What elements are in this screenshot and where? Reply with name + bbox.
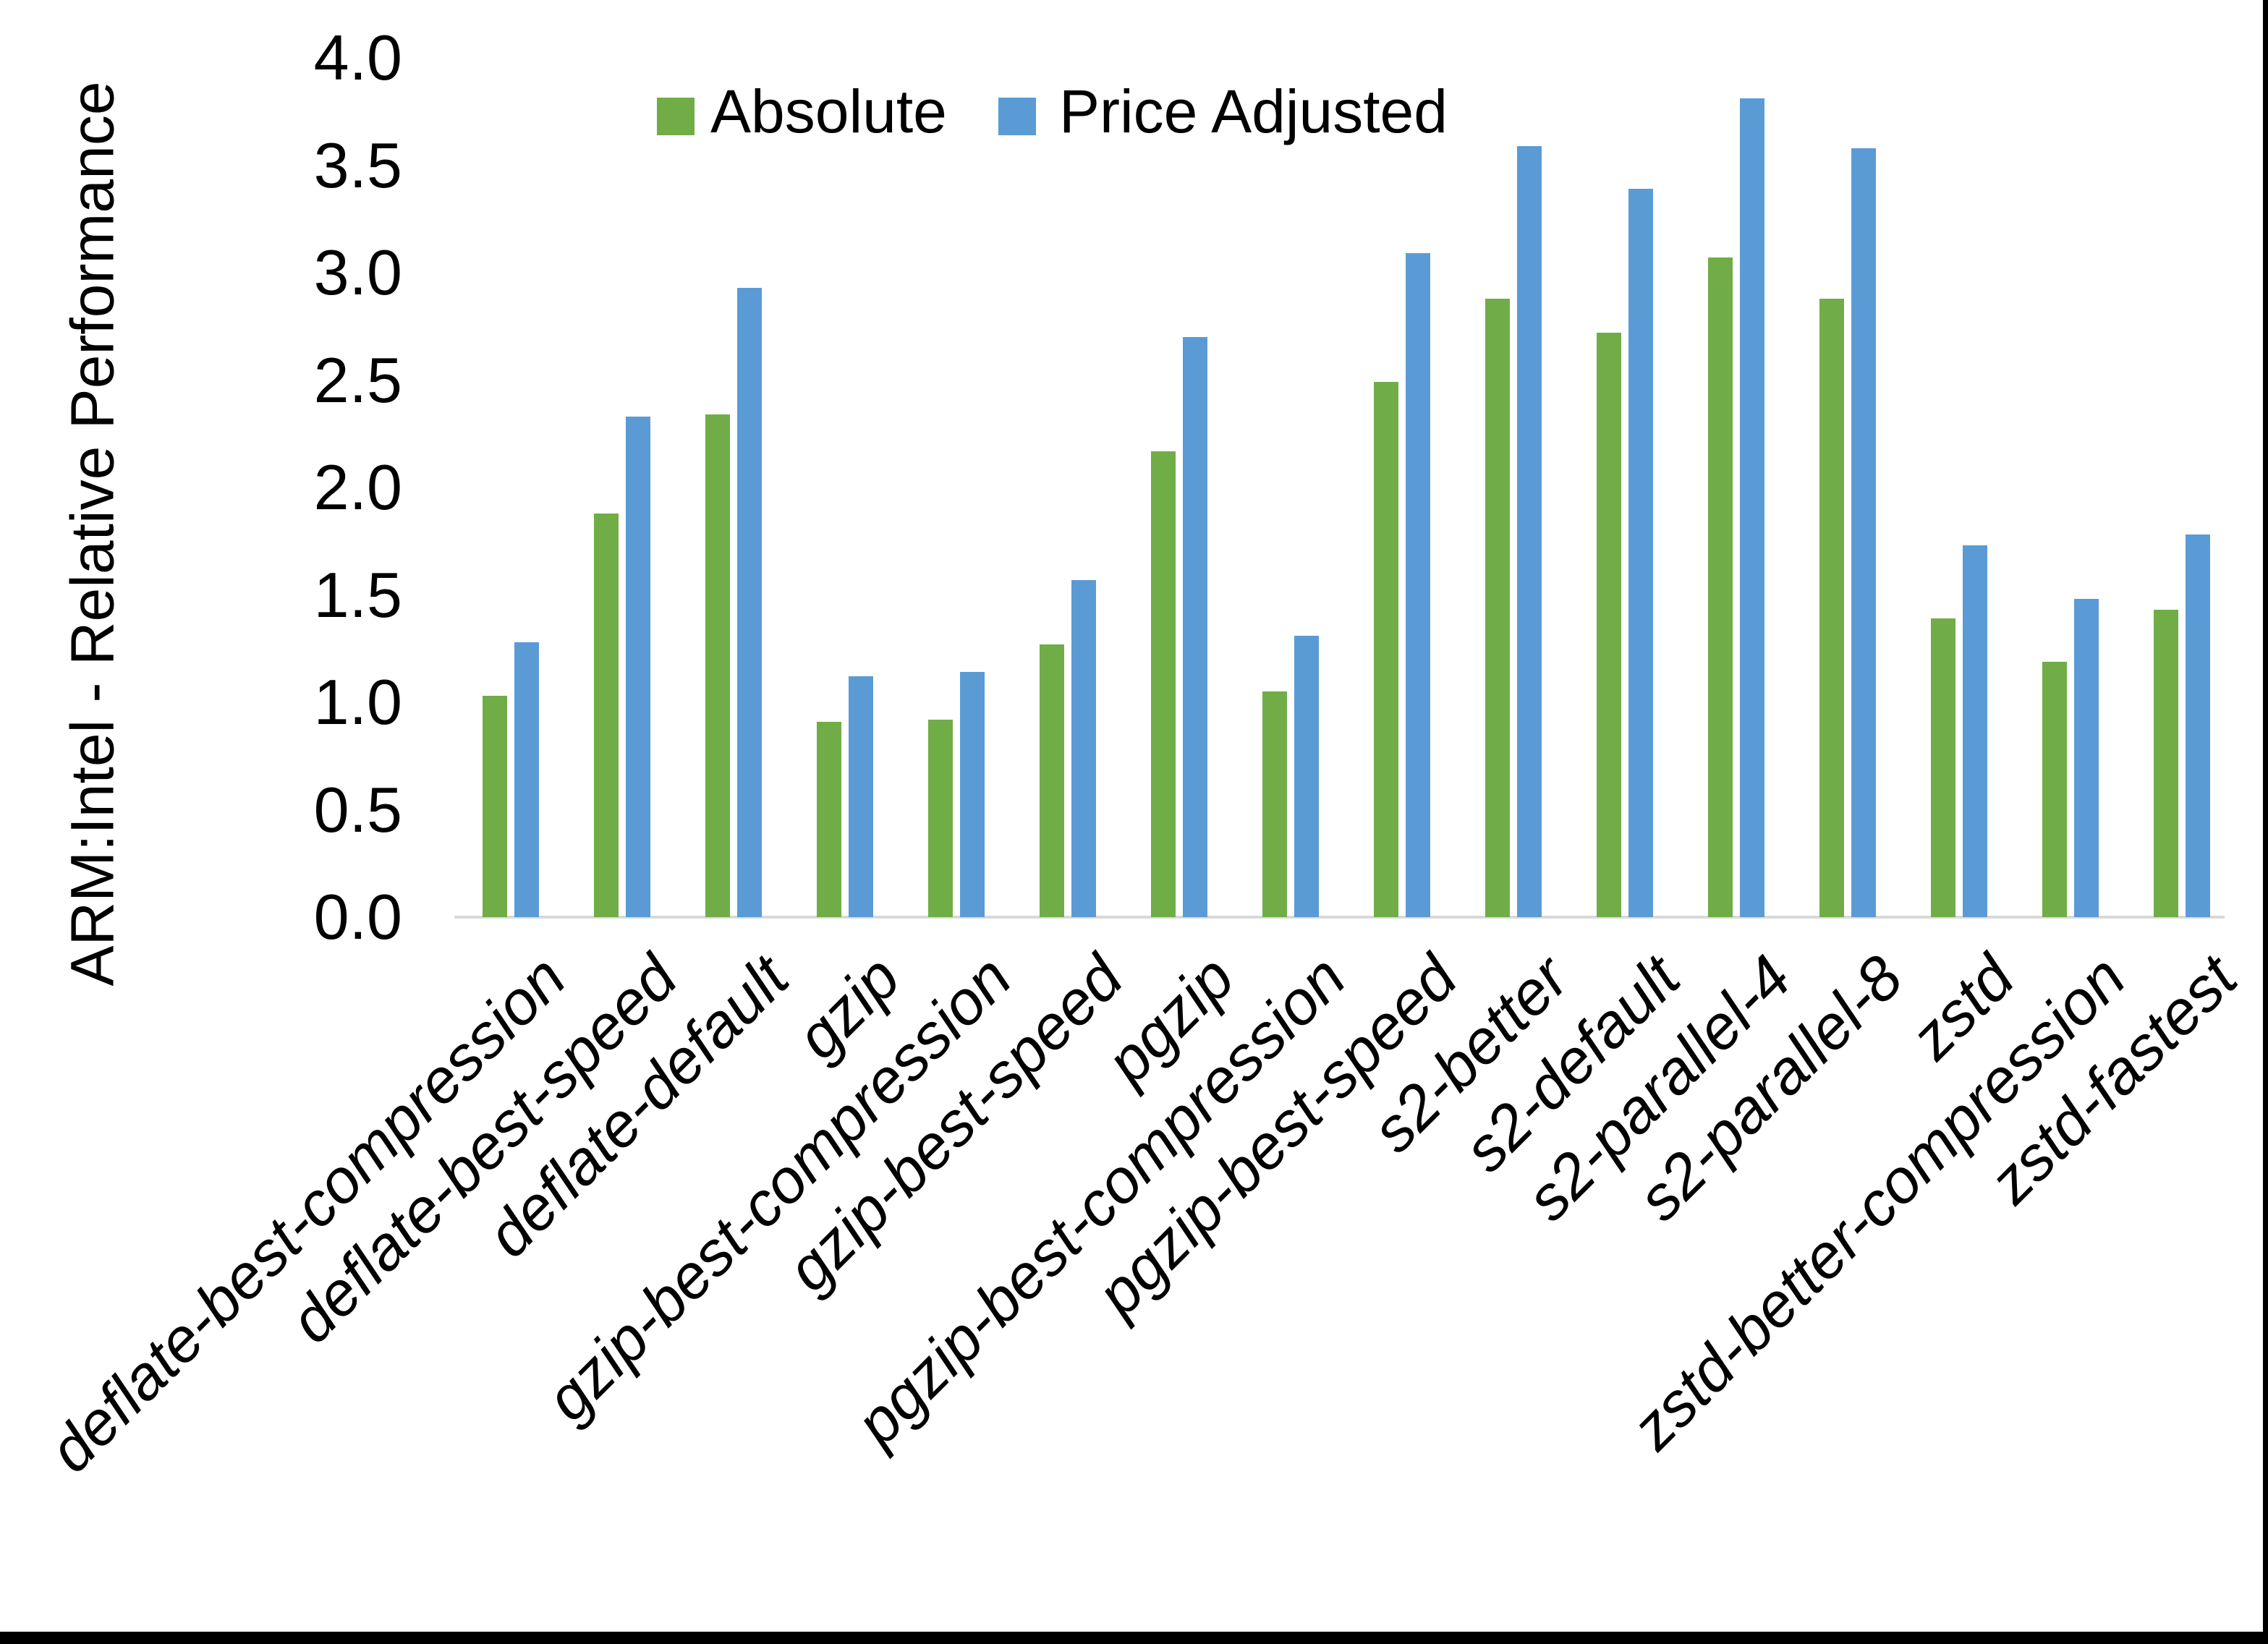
bar-price-adjusted-s2-parallel-4	[1740, 98, 1764, 917]
bar-price-adjusted-pgzip-best-speed	[1406, 253, 1430, 917]
y-tick-label: 1.0	[313, 666, 402, 738]
y-axis-title: ARM:Intel - Relative Performance	[58, 81, 127, 987]
bar-absolute-pgzip-best-compression	[1262, 691, 1287, 917]
y-tick-label: 0.5	[313, 773, 402, 846]
y-tick-label: 0.0	[313, 881, 402, 953]
bar-price-adjusted-pgzip-best-compression	[1294, 636, 1319, 917]
y-tick-label: 2.5	[313, 344, 402, 416]
bar-price-adjusted-gzip	[849, 676, 873, 917]
legend-swatch-absolute	[657, 98, 695, 135]
bar-absolute-zstd-fastest	[2154, 610, 2178, 917]
bar-price-adjusted-zstd	[1963, 545, 1987, 917]
y-tick-label: 2.0	[313, 451, 402, 523]
bar-price-adjusted-deflate-default	[737, 288, 762, 917]
bar-absolute-s2-better	[1485, 299, 1510, 917]
y-tick-label: 1.5	[313, 558, 402, 631]
bar-absolute-zstd-better-compression	[2042, 662, 2067, 917]
bar-absolute-gzip-best-compression	[928, 720, 953, 917]
bar-price-adjusted-zstd-better-compression	[2074, 599, 2099, 917]
legend-label-absolute: Absolute	[710, 77, 947, 145]
bar-price-adjusted-deflate-best-compression	[514, 642, 539, 917]
frame-border-right	[2263, 0, 2268, 1644]
bar-absolute-zstd	[1931, 618, 1955, 917]
legend-swatch-price-adjusted	[998, 98, 1036, 135]
bar-price-adjusted-gzip-best-speed	[1071, 580, 1096, 917]
bar-absolute-pgzip-best-speed	[1374, 382, 1398, 917]
bar-absolute-gzip	[817, 722, 841, 917]
bar-price-adjusted-zstd-fastest	[2186, 534, 2210, 917]
bar-price-adjusted-s2-default	[1628, 189, 1653, 917]
bar-absolute-s2-parallel-4	[1708, 257, 1733, 917]
bar-absolute-deflate-default	[705, 414, 730, 917]
bar-price-adjusted-gzip-best-compression	[960, 672, 985, 917]
bar-price-adjusted-s2-better	[1517, 146, 1542, 917]
bar-price-adjusted-pgzip	[1183, 337, 1207, 917]
bar-absolute-pgzip	[1151, 451, 1176, 917]
bar-price-adjusted-deflate-best-speed	[626, 417, 650, 917]
x-axis-line	[454, 916, 2225, 919]
y-tick-label: 4.0	[313, 22, 402, 93]
frame-border-bottom	[0, 1632, 2268, 1644]
y-tick-label: 3.0	[313, 237, 402, 308]
bar-absolute-deflate-best-compression	[483, 696, 507, 917]
bar-absolute-s2-parallel-8	[1819, 299, 1844, 917]
bar-absolute-deflate-best-speed	[594, 514, 619, 917]
bar-price-adjusted-s2-parallel-8	[1851, 148, 1876, 917]
bar-absolute-gzip-best-speed	[1040, 644, 1064, 917]
y-tick-label: 3.5	[313, 129, 402, 201]
legend-label-price-adjusted: Price Adjusted	[1059, 77, 1448, 145]
bar-absolute-s2-default	[1597, 333, 1621, 917]
